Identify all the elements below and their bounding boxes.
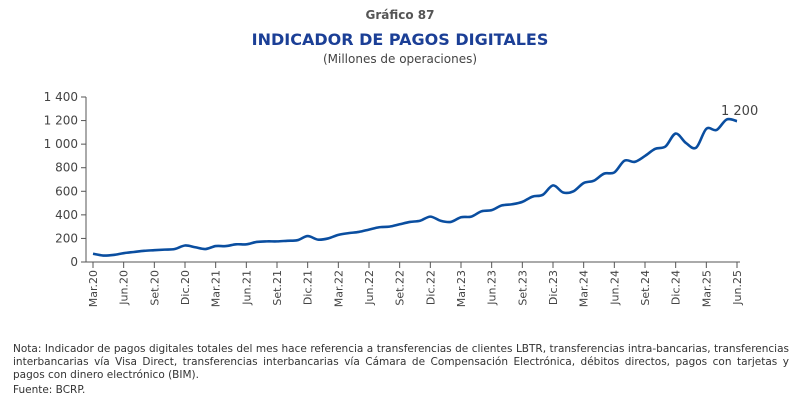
y-tick-label: 400	[55, 208, 78, 222]
chart-title: INDICADOR DE PAGOS DIGITALES	[251, 30, 549, 49]
y-tick-label: 800	[55, 161, 78, 175]
y-tick-label: 1 400	[44, 90, 78, 104]
x-tick-label: Set.23	[516, 270, 529, 306]
y-tick-label: 600	[55, 184, 78, 198]
y-tick-label: 0	[70, 255, 78, 269]
chart-number: Gráfico 87	[365, 8, 435, 22]
x-tick-label: Mar.24	[578, 270, 591, 307]
y-tick-label: 1 200	[44, 114, 78, 128]
line-chart: 0 200 400 600 800 1 000 1 200 1 400 Mar.20 Jun.20…	[44, 90, 759, 307]
x-tick-label: Dic.20	[179, 270, 192, 305]
y-tick-label: 200	[55, 231, 78, 245]
x-tick-label: Jun.25	[731, 270, 744, 306]
x-tick-label: Jun.23	[486, 270, 499, 306]
x-tick-label: Dic.23	[547, 270, 560, 305]
x-tick-label: Set.24	[639, 270, 652, 306]
x-tick-label: Mar.21	[210, 270, 223, 307]
y-tick-label: 1 000	[44, 137, 78, 151]
x-tick-label: Mar.22	[332, 270, 345, 307]
last-value-label: 1 200	[721, 104, 758, 119]
footnote: Nota: Indicador de pagos digitales total…	[13, 343, 789, 381]
x-tick-label: Set.20	[148, 270, 161, 306]
x-tick-label: Set.21	[271, 270, 284, 306]
x-tick-label: Dic.22	[424, 270, 437, 305]
x-tick-label: Dic.21	[302, 270, 315, 305]
x-tick-label: Mar.23	[455, 270, 468, 307]
x-tick-label: Jun.24	[608, 270, 621, 306]
x-tick-label: Dic.24	[670, 270, 683, 305]
x-tick-label: Jun.21	[240, 270, 253, 306]
x-tick-label: Mar.20	[87, 270, 100, 307]
x-tick-label: Set.22	[394, 270, 407, 306]
x-tick-label: Jun.20	[118, 270, 131, 306]
x-tick-label: Mar.25	[700, 270, 713, 307]
series-line	[92, 117, 738, 257]
chart-units: (Millones de operaciones)	[322, 52, 478, 66]
source: Fuente: BCRP.	[13, 384, 86, 396]
x-tick-label: Jun.22	[363, 270, 376, 306]
